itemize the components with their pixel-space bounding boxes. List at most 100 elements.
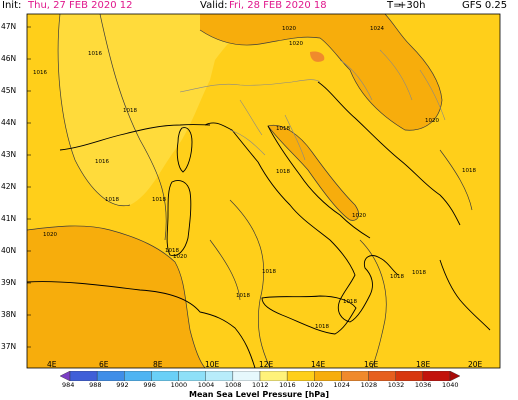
isobar-1018-e (209, 239, 241, 301)
coastline-france (59, 124, 211, 151)
coastline-italy (204, 122, 399, 323)
isobar-label: 1016 (95, 159, 109, 165)
lon-label: 20E (468, 360, 483, 369)
isobar-1018-a (99, 14, 167, 241)
colorbar-level-label: 984 (62, 381, 75, 389)
valid-time: Fri, 28 FEB 2020 18 (229, 0, 327, 11)
colorbar-level-label: 992 (116, 381, 129, 389)
lon-label: 16E (364, 360, 379, 369)
pressure-field-1012 (27, 14, 270, 206)
lat-label: 37N (1, 342, 17, 351)
colorbar-swatch (259, 371, 288, 381)
isobar-label: 1020 (282, 26, 296, 32)
coastline-africa (27, 281, 256, 368)
colorbar-level-label: 988 (89, 381, 102, 389)
coastline-sicily (261, 295, 357, 335)
pressure-field-1020-adriatic (268, 125, 359, 221)
isobar-label: 1018 (236, 293, 250, 299)
colorbar-level-label: 1036 (414, 381, 432, 389)
lat-label: 45N (1, 86, 17, 95)
isobar-label: 1018 (343, 299, 357, 305)
plot-frame (26, 13, 501, 369)
lat-label: 43N (1, 150, 17, 159)
colorbar-level-label: 1020 (306, 381, 323, 389)
lon-label: 10E (205, 360, 220, 369)
isobar-1016-a (57, 14, 131, 207)
coastline-sardinia (166, 180, 192, 257)
isobar-1020-adriatic (267, 124, 359, 221)
lon-label: 12E (259, 360, 274, 369)
isobar-label: 1018 (123, 108, 137, 114)
colorbar-swatch (124, 371, 152, 381)
colorbar-swatch (286, 371, 315, 381)
coastline-greece (439, 259, 491, 331)
isobar-label: 1020 (173, 254, 187, 260)
lon-label: 6E (99, 360, 109, 369)
colorbar-swatch (449, 371, 460, 381)
colorbar-swatch (341, 371, 369, 381)
border-regions (229, 99, 306, 161)
lon-label: 4E (47, 360, 57, 369)
lead-time: +30h (398, 0, 426, 11)
colorbar-level-label: 1028 (360, 381, 378, 389)
isobar-label: 1016 (88, 51, 102, 57)
pressure-field-1020-nw (200, 14, 442, 131)
lat-label: 42N (1, 182, 17, 191)
isobar-label: 1018 (390, 274, 404, 280)
colorbar-level-label: 996 (143, 381, 156, 389)
pressure-colorbar (60, 371, 460, 381)
isobar-label: 1016 (33, 70, 47, 76)
lat-label: 47N (1, 22, 17, 31)
model-name: GFS 0.25 (462, 0, 508, 11)
isobar-label: 1018 (165, 248, 179, 254)
isobar-1020-nw (199, 14, 443, 131)
valid-label: Valid: (200, 0, 228, 11)
colorbar-level-label: 1012 (252, 381, 269, 389)
lat-label: 39N (1, 278, 17, 287)
init-time: Thu, 27 FEB 2020 12 (28, 0, 133, 11)
isobar-label: 1018 (262, 269, 276, 275)
isobar-label: 1018 (276, 126, 290, 132)
colorbar-swatch (96, 371, 125, 381)
lat-label: 41N (1, 214, 17, 223)
lon-label: 8E (153, 360, 163, 369)
map-header: Init: Thu, 27 FEB 2020 12 Valid: Fri, 28… (0, 0, 518, 14)
axis-ticks (27, 26, 31, 348)
border-alps (179, 79, 321, 93)
colorbar-title: Mean Sea Level Pressure [hPa] (189, 390, 329, 399)
isobar-label: 1020 (352, 213, 366, 219)
lat-label: 44N (1, 118, 17, 127)
colorbar-swatch (69, 371, 98, 381)
lat-label: 40N (1, 246, 17, 255)
lead-label: T= (387, 0, 402, 11)
isobar-label: 1018 (462, 168, 476, 174)
colorbar-level-label: 1004 (197, 381, 215, 389)
isobar-label: 1018 (152, 197, 166, 203)
border-balkans (339, 49, 446, 121)
colorbar-level-label: 1032 (387, 381, 405, 389)
colorbar-swatch (314, 371, 342, 381)
colorbar-swatch (395, 371, 424, 381)
colorbar-swatch (368, 371, 396, 381)
isobar-label: 1018 (105, 197, 119, 203)
isobar-label: 1020 (289, 41, 303, 47)
coastline-corsica (176, 127, 193, 173)
lat-label: 38N (1, 310, 17, 319)
pressure-field-1016-east (440, 130, 500, 200)
isobar-1018-d (439, 149, 473, 211)
isobar-label: 1018 (276, 169, 290, 175)
colorbar-swatch (422, 371, 451, 381)
lat-label: 46N (1, 54, 17, 63)
isobar-label: 1020 (425, 118, 439, 124)
pressure-field-1024 (310, 51, 325, 62)
colorbar-level-label: 1040 (442, 381, 459, 389)
isobar-label: 1018 (412, 270, 426, 276)
pressure-field-1020-sw (27, 225, 205, 368)
isobar-1020-sw (27, 225, 206, 368)
colorbar-swatch (205, 371, 234, 381)
lon-label: 14E (311, 360, 326, 369)
colorbar-level-label: 1000 (170, 381, 188, 389)
init-label: Init: (2, 0, 22, 11)
isobar-label: 1024 (370, 26, 384, 32)
colorbar-swatch (232, 371, 261, 381)
